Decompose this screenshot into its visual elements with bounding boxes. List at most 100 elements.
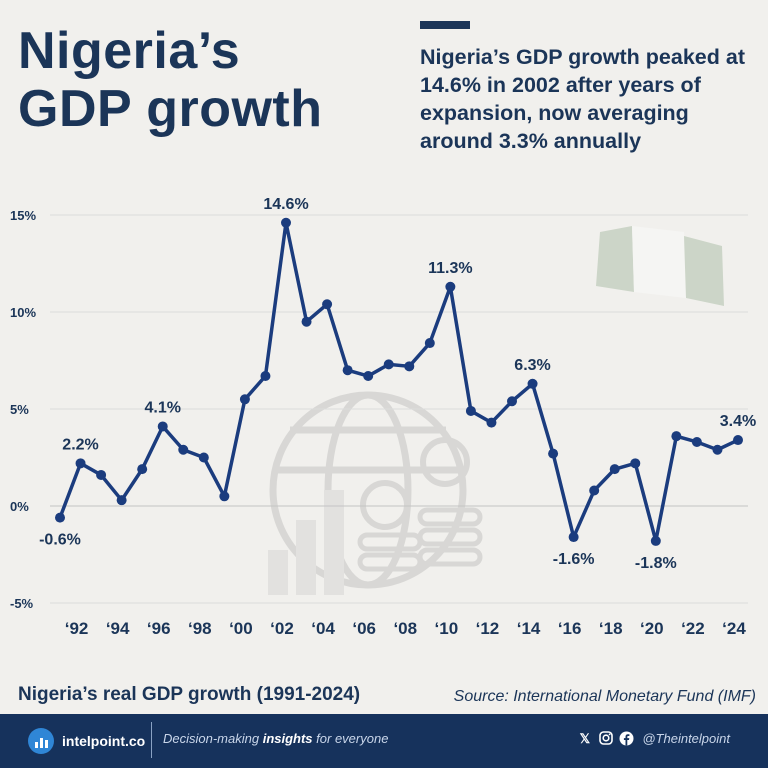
data-point-1994 [116, 495, 127, 506]
flag-middle-stripe [632, 226, 686, 298]
x-tick-label: ‘96 [147, 619, 171, 638]
data-point-2016 [568, 532, 579, 543]
facebook-icon[interactable] [619, 731, 634, 746]
data-point-2002 [281, 217, 291, 228]
data-point-2023 [712, 444, 723, 455]
globe-money-icon [268, 391, 483, 595]
bar-1 [268, 550, 288, 595]
x-tick-label: ‘00 [229, 619, 253, 638]
data-point-1996 [157, 421, 168, 432]
y-tick-label: 15% [10, 208, 36, 223]
data-point-2017 [589, 485, 600, 496]
data-point-1998 [198, 452, 209, 463]
tagline-post: for everyone [312, 731, 389, 746]
chart-caption: Nigeria’s real GDP growth (1991-2024) [18, 684, 361, 705]
background-decoration [268, 226, 724, 595]
data-point-2018 [609, 464, 620, 475]
x-tick-label: ‘22 [681, 619, 705, 638]
data-point-1992 [75, 458, 86, 469]
globe-outline [269, 391, 467, 589]
tagline-pre: Decision-making [163, 731, 263, 746]
data-point-1993 [96, 469, 107, 480]
data-point-2003 [301, 316, 312, 327]
data-label-1991: -0.6% [39, 532, 81, 549]
data-point-2024 [733, 435, 743, 446]
title-line-1: Nigeria’s [18, 22, 241, 80]
data-point-2008 [404, 361, 415, 372]
data-labels: -0.6% 2.2% 4.1% 14.6% 11.3% 6.3% -1.6% -1.8% 3.4… [39, 196, 756, 572]
brand-name: intelpoint.co [62, 733, 146, 749]
data-point-2009 [424, 338, 435, 349]
data-label-2024: 3.4% [720, 413, 756, 430]
data-label-2016: -1.6% [553, 551, 595, 568]
y-tick-label: 0% [10, 499, 29, 514]
data-point-2011 [465, 405, 476, 416]
data-point-2006 [363, 371, 374, 382]
brand-logo-icon [28, 728, 54, 754]
data-point-2013 [507, 396, 517, 407]
data-point-1997 [178, 444, 189, 455]
nigeria-flag-decoration [596, 226, 724, 306]
data-label-1992: 2.2% [62, 436, 98, 453]
coin-stack-1 [357, 532, 423, 552]
coin-stack-4 [417, 527, 483, 547]
flag-left-stripe [596, 226, 634, 292]
data-point-2012 [486, 417, 497, 428]
x-tick-label: ‘10 [435, 619, 459, 638]
chart-grid [50, 214, 748, 604]
x-tick-label: ‘02 [270, 619, 294, 638]
x-tick-label: ‘12 [476, 619, 500, 638]
x-tick-label: ‘08 [393, 619, 417, 638]
x-tick-label: ‘24 [722, 619, 746, 638]
data-point-1995 [137, 464, 148, 475]
data-point-2004 [322, 299, 333, 310]
gdp-line-chart: -5% 0% 5% 10% 15% ‘92 ‘94 ‘96 ‘98 ‘00 ‘02 ‘04 ‘06 ‘0… [10, 196, 756, 638]
data-label-2020: -1.8% [635, 555, 677, 572]
title-line-2: GDP growth [18, 80, 323, 138]
data-point-2015 [548, 448, 559, 459]
tagline: Decision-making insights for everyone [163, 731, 388, 746]
data-label-2002: 14.6% [263, 196, 308, 213]
instagram-icon[interactable] [598, 731, 613, 746]
x-tick-label: ‘98 [188, 619, 212, 638]
accent-bar [420, 21, 470, 29]
series-points [55, 217, 743, 546]
brand[interactable]: intelpoint.co [28, 728, 145, 754]
data-label-2014: 6.3% [514, 357, 550, 374]
x-tick-label: ‘06 [352, 619, 376, 638]
data-point-2005 [342, 365, 353, 376]
footer: intelpoint.co Decision-making insights f… [0, 714, 768, 768]
data-point-2000 [239, 394, 250, 405]
flag-right-stripe [684, 236, 724, 306]
data-point-2020 [650, 535, 661, 546]
data-point-2022 [691, 436, 702, 447]
data-point-2019 [630, 458, 641, 469]
bar-3 [324, 490, 344, 595]
bar-2 [296, 520, 316, 595]
page-title: Nigeria’s GDP growth [18, 22, 322, 138]
data-label-1996: 4.1% [144, 399, 180, 416]
y-tick-label: 5% [10, 402, 29, 417]
x-tick-label: ‘14 [517, 619, 541, 638]
x-axis-ticks: ‘92 ‘94 ‘96 ‘98 ‘00 ‘02 ‘04 ‘06 ‘08 ‘10 ‘12 ‘14 ‘16 ‘… [65, 619, 747, 638]
coin-2 [420, 437, 470, 487]
social-handle[interactable]: @Theintelpoint [642, 731, 730, 746]
x-tick-label: ‘18 [599, 619, 623, 638]
data-point-2001 [260, 371, 271, 382]
series-line [58, 221, 740, 543]
x-icon[interactable]: 𝕏 [579, 731, 591, 746]
data-point-2021 [671, 431, 682, 442]
x-tick-label: ‘94 [106, 619, 130, 638]
data-point-2007 [383, 359, 394, 370]
chart-source: Source: International Monetary Fund (IMF… [453, 688, 756, 705]
x-tick-label: ‘16 [558, 619, 582, 638]
social-links: 𝕏 @Theintelpoint [577, 731, 730, 746]
globe-meridian [324, 391, 412, 589]
tagline-bold: insights [262, 731, 313, 746]
gdp-growth-line [58, 221, 740, 543]
data-point-2010 [445, 281, 456, 292]
coin-stack-5 [417, 547, 483, 567]
coin-stack-3 [417, 507, 483, 527]
y-tick-label: -5% [10, 596, 34, 611]
data-label-2010: 11.3% [428, 260, 472, 277]
